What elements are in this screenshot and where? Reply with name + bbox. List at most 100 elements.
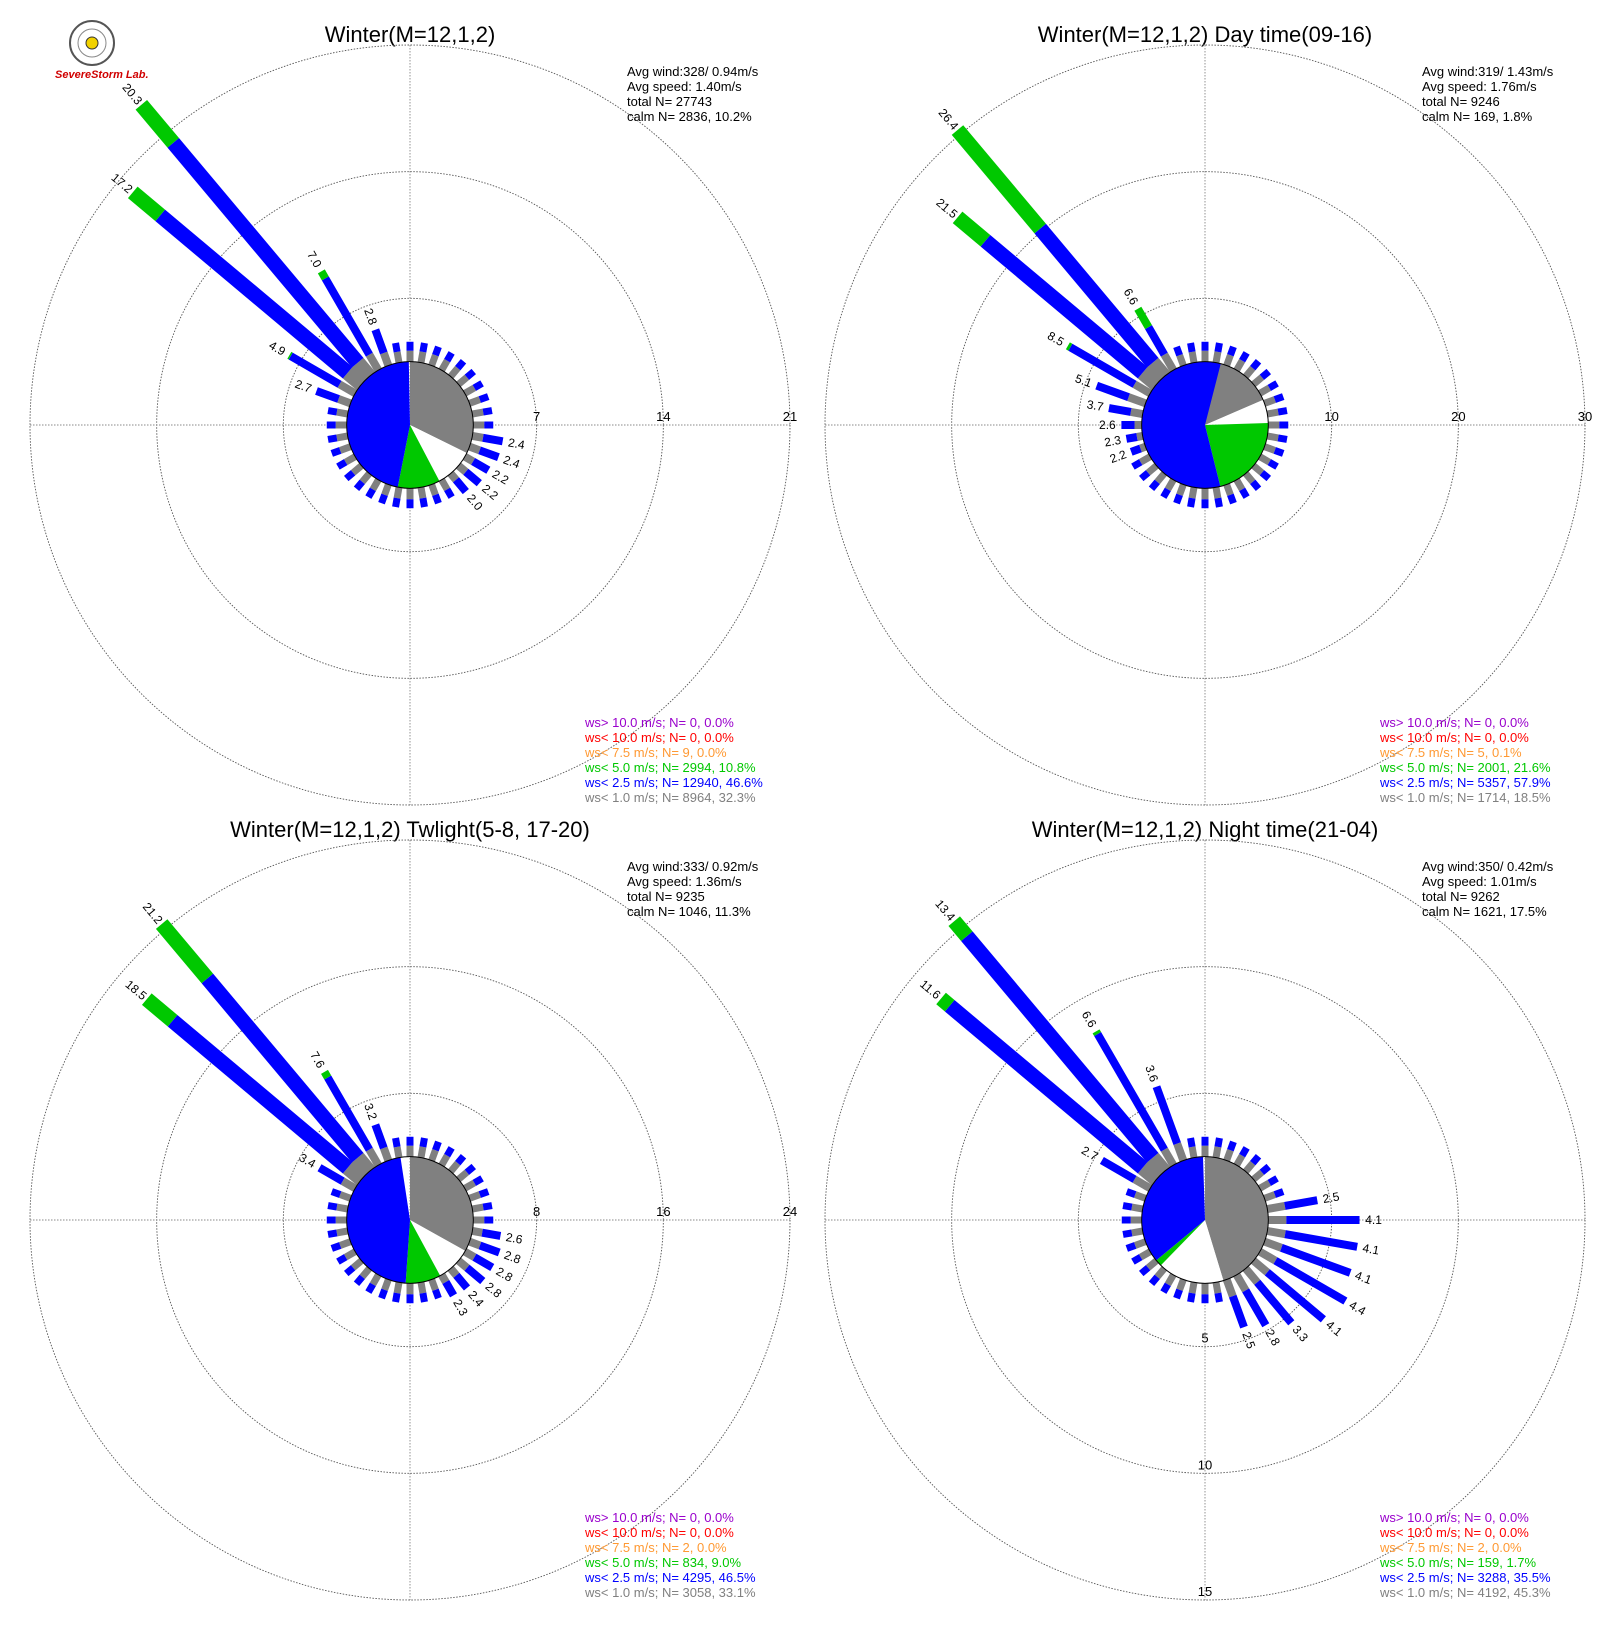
petal-low-segment (1125, 1188, 1137, 1198)
petal-calm-segment (1130, 407, 1144, 418)
ring-tick-label: 21 (783, 409, 797, 424)
petal-calm-segment (417, 1146, 427, 1159)
chart-title: Winter(M=12,1,2) Night time(21-04) (1032, 817, 1379, 842)
legend-entry: ws< 2.5 m/s; N= 4295, 46.5% (584, 1570, 756, 1585)
petal-low-segment (371, 328, 388, 355)
petal-low-segment (330, 1188, 342, 1198)
legend-entry: ws> 10.0 m/s; N= 0, 0.0% (584, 715, 734, 730)
petal-value-label: 6.6 (1079, 1008, 1100, 1030)
petal-value-label: 4.1 (1323, 1318, 1345, 1340)
petal-calm-segment (351, 357, 376, 382)
petal-calm-segment (1188, 486, 1198, 499)
petal-low-segment (419, 1292, 428, 1303)
legend-entry: ws< 7.5 m/s; N= 2, 0.0% (1379, 1540, 1522, 1555)
petal-calm-segment (471, 1203, 484, 1213)
legend-entry: ws< 7.5 m/s; N= 9, 0.0% (584, 745, 727, 760)
windrose-panel: Winter(M=12,1,2) Night time(21-04) Avg wi… (824, 817, 1586, 1601)
petal-calm-segment (365, 352, 382, 373)
stat-line: calm N= 169, 1.8% (1422, 109, 1533, 124)
petal-calm-segment (462, 453, 476, 465)
petal-calm-segment (455, 462, 469, 475)
petal-low-segment (1131, 459, 1143, 470)
petal-value-label: 4.1 (1365, 1213, 1382, 1227)
petal-calm-segment (1233, 478, 1246, 492)
petal-calm-segment (1223, 483, 1234, 496)
range-ring (282, 297, 538, 553)
petal-low-segment (1259, 368, 1272, 380)
petal-low-segment (1187, 1292, 1196, 1303)
petal-low-segment (432, 345, 442, 357)
petal-calm-segment (393, 1281, 403, 1294)
petal-calm-segment (471, 408, 484, 418)
petal-calm-segment (1164, 1273, 1177, 1287)
ring-tick-label: 10 (1198, 1457, 1212, 1472)
stat-line: Avg wind:328/ 0.94m/s (627, 64, 759, 79)
legend-entry: ws< 2.5 m/s; N= 12940, 46.6% (584, 775, 763, 790)
legend-entry: ws< 1.0 m/s; N= 3058, 33.1% (584, 1585, 756, 1600)
ring-tick-label: 8 (533, 1204, 540, 1219)
legend-entry: ws< 2.5 m/s; N= 5357, 57.9% (1379, 775, 1551, 790)
petal-low-segment (482, 1202, 493, 1211)
petal-value-label: 2.7 (1079, 1143, 1101, 1164)
legend-entry: ws< 10.0 m/s; N= 0, 0.0% (584, 730, 734, 745)
petal-low-segment (1254, 1279, 1295, 1326)
petal-calm-segment (447, 470, 460, 483)
ring-tick-label: 16 (656, 1204, 670, 1219)
petal-mid-segment (317, 269, 329, 281)
petal-low-segment (1160, 487, 1171, 499)
petal-calm-segment (438, 358, 451, 372)
petal-mid-segment (952, 211, 991, 247)
petal-low-segment (1131, 1254, 1143, 1265)
legend-entry: ws< 5.0 m/s; N= 834, 9.0% (584, 1555, 742, 1570)
petal-low-segment (1273, 447, 1285, 457)
petal-low-segment (1187, 1137, 1196, 1148)
petal-value-label: 2.8 (494, 1264, 516, 1285)
petal-value-label: 2.4 (501, 453, 522, 472)
petal-mid-segment (155, 919, 214, 984)
petal-calm-segment (1145, 1258, 1159, 1271)
petal-low-segment (1280, 1244, 1352, 1277)
petal-calm-segment (381, 1278, 392, 1291)
petal-calm-segment (343, 453, 357, 466)
legend-entry: ws< 7.5 m/s; N= 5, 0.1% (1379, 745, 1522, 760)
petal-value-label: 2.4 (507, 435, 526, 452)
petal-low-segment (343, 1265, 356, 1277)
pie-slice (410, 361, 474, 454)
petal-value-label: 2.5 (1322, 1189, 1341, 1206)
petal-value-label: 4.1 (1362, 1241, 1381, 1258)
legend-entry: ws> 10.0 m/s; N= 0, 0.0% (584, 1510, 734, 1525)
petal-calm-segment (1212, 1146, 1222, 1159)
stat-line: total N= 9246 (1422, 94, 1500, 109)
petal-low-segment (455, 358, 467, 371)
stat-line: Avg speed: 1.01m/s (1422, 874, 1537, 889)
petal-low-segment (1228, 1294, 1248, 1329)
petal-low-segment (1214, 497, 1223, 508)
stat-line: total N= 27743 (627, 94, 712, 109)
petal-low-segment (1273, 393, 1285, 403)
ring-tick-label: 30 (1578, 409, 1592, 424)
petal-low-segment (419, 1137, 428, 1148)
petal-value-label: 7.6 (307, 1049, 328, 1071)
petal-low-segment (432, 1140, 442, 1152)
petal-low-segment (471, 457, 491, 474)
petal-low-segment (1214, 342, 1223, 353)
petal-calm-segment (1233, 358, 1246, 372)
petal-mid-segment (127, 186, 166, 222)
petal-calm-segment (1137, 366, 1162, 391)
petal-low-segment (1125, 1242, 1137, 1252)
petal-calm-segment (1266, 1227, 1286, 1239)
pie-slice (410, 1220, 466, 1276)
petal-calm-segment (336, 1227, 349, 1237)
petal-mid-segment (951, 125, 1046, 234)
petal-low-segment (472, 1253, 495, 1271)
petal-value-label: 11.6 (917, 977, 943, 1002)
petal-mid-segment (321, 1069, 332, 1080)
petal-calm-segment (365, 1147, 382, 1168)
petal-calm-segment (1263, 443, 1276, 454)
petal-calm-segment (350, 1258, 364, 1271)
petal-low-segment (1277, 407, 1288, 416)
petal-low-segment (353, 479, 365, 492)
petal-low-segment (1187, 497, 1196, 508)
petal-calm-segment (1258, 384, 1272, 397)
